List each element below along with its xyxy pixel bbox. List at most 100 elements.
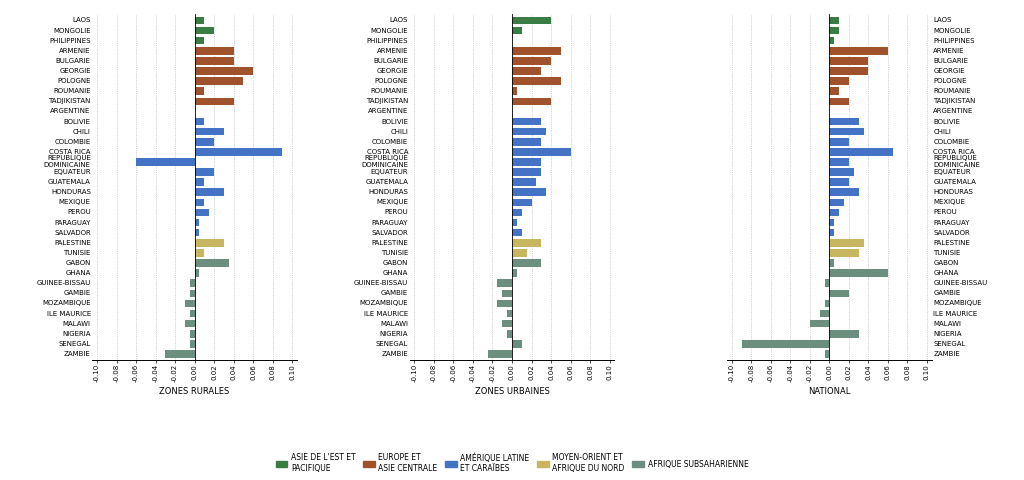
X-axis label: NATIONAL: NATIONAL <box>808 386 851 396</box>
Bar <box>195 128 224 135</box>
Bar <box>829 168 854 176</box>
Bar <box>512 87 517 95</box>
Bar <box>184 300 195 307</box>
Bar <box>819 310 829 317</box>
Bar <box>195 47 233 55</box>
Bar <box>512 27 522 35</box>
Bar <box>512 138 542 145</box>
Bar <box>829 229 835 237</box>
Bar <box>824 350 829 358</box>
Bar <box>487 350 512 358</box>
Bar <box>195 168 214 176</box>
X-axis label: ZONES RURALES: ZONES RURALES <box>160 386 229 396</box>
Bar <box>195 209 209 216</box>
Bar <box>512 17 551 24</box>
Bar <box>512 229 522 237</box>
Bar <box>195 259 228 267</box>
Bar <box>824 279 829 287</box>
Bar <box>512 189 546 196</box>
Bar <box>507 330 512 337</box>
Bar <box>829 199 844 206</box>
Bar <box>195 239 224 247</box>
Bar <box>195 57 233 65</box>
Bar <box>829 209 840 216</box>
Bar <box>829 47 888 55</box>
Bar <box>512 199 531 206</box>
Bar <box>829 239 863 247</box>
Bar <box>189 289 195 297</box>
Bar <box>829 158 849 166</box>
Bar <box>512 259 542 267</box>
Bar <box>195 17 205 24</box>
Bar <box>195 229 200 237</box>
Bar <box>195 138 214 145</box>
Bar <box>502 320 512 327</box>
Bar <box>829 128 863 135</box>
Bar <box>829 259 835 267</box>
Bar <box>512 269 517 277</box>
Bar <box>189 330 195 337</box>
Bar <box>195 148 283 156</box>
Bar <box>829 179 849 186</box>
Bar <box>829 118 859 125</box>
Bar <box>829 77 849 85</box>
Bar <box>512 118 542 125</box>
Legend: ASIE DE L'EST ET
PACIFIQUE, EUROPE ET
ASIE CENTRALE, AMÉRIQUE LATINE
ET CARAÏBES: ASIE DE L'EST ET PACIFIQUE, EUROPE ET AS… <box>272 450 752 476</box>
Bar <box>829 67 868 75</box>
Bar <box>195 199 205 206</box>
Bar <box>512 97 551 105</box>
Bar <box>829 37 835 45</box>
Bar <box>829 17 840 24</box>
Bar <box>195 77 244 85</box>
Bar <box>512 77 561 85</box>
Bar <box>829 289 849 297</box>
Bar <box>829 148 893 156</box>
Bar <box>512 158 542 166</box>
Bar <box>189 340 195 348</box>
Bar <box>512 340 522 348</box>
Bar <box>512 219 517 227</box>
Bar <box>512 57 551 65</box>
Bar <box>498 300 512 307</box>
Bar <box>512 67 542 75</box>
Bar <box>829 219 835 227</box>
Bar <box>507 310 512 317</box>
Bar <box>195 189 224 196</box>
Bar <box>184 320 195 327</box>
Bar <box>741 340 829 348</box>
Bar <box>512 168 542 176</box>
Bar <box>195 179 205 186</box>
Bar <box>195 118 205 125</box>
Bar <box>512 179 537 186</box>
Bar <box>512 209 522 216</box>
Bar <box>829 57 868 65</box>
Bar <box>195 27 214 35</box>
Bar <box>189 310 195 317</box>
Bar <box>829 189 859 196</box>
Bar <box>512 249 526 257</box>
Bar <box>195 249 205 257</box>
Bar <box>512 148 570 156</box>
Bar <box>195 37 205 45</box>
Bar <box>829 97 849 105</box>
Bar <box>829 330 859 337</box>
Bar <box>824 300 829 307</box>
Bar <box>502 289 512 297</box>
Bar <box>189 279 195 287</box>
Bar <box>829 269 888 277</box>
Bar <box>829 27 840 35</box>
Bar <box>195 67 253 75</box>
Bar <box>810 320 829 327</box>
Bar <box>195 87 205 95</box>
Bar <box>498 279 512 287</box>
Bar <box>512 239 542 247</box>
X-axis label: ZONES URBAINES: ZONES URBAINES <box>474 386 550 396</box>
Bar <box>136 158 195 166</box>
Bar <box>195 219 200 227</box>
Bar <box>829 87 840 95</box>
Bar <box>165 350 195 358</box>
Bar <box>829 249 859 257</box>
Bar <box>512 47 561 55</box>
Bar <box>195 97 233 105</box>
Bar <box>512 128 546 135</box>
